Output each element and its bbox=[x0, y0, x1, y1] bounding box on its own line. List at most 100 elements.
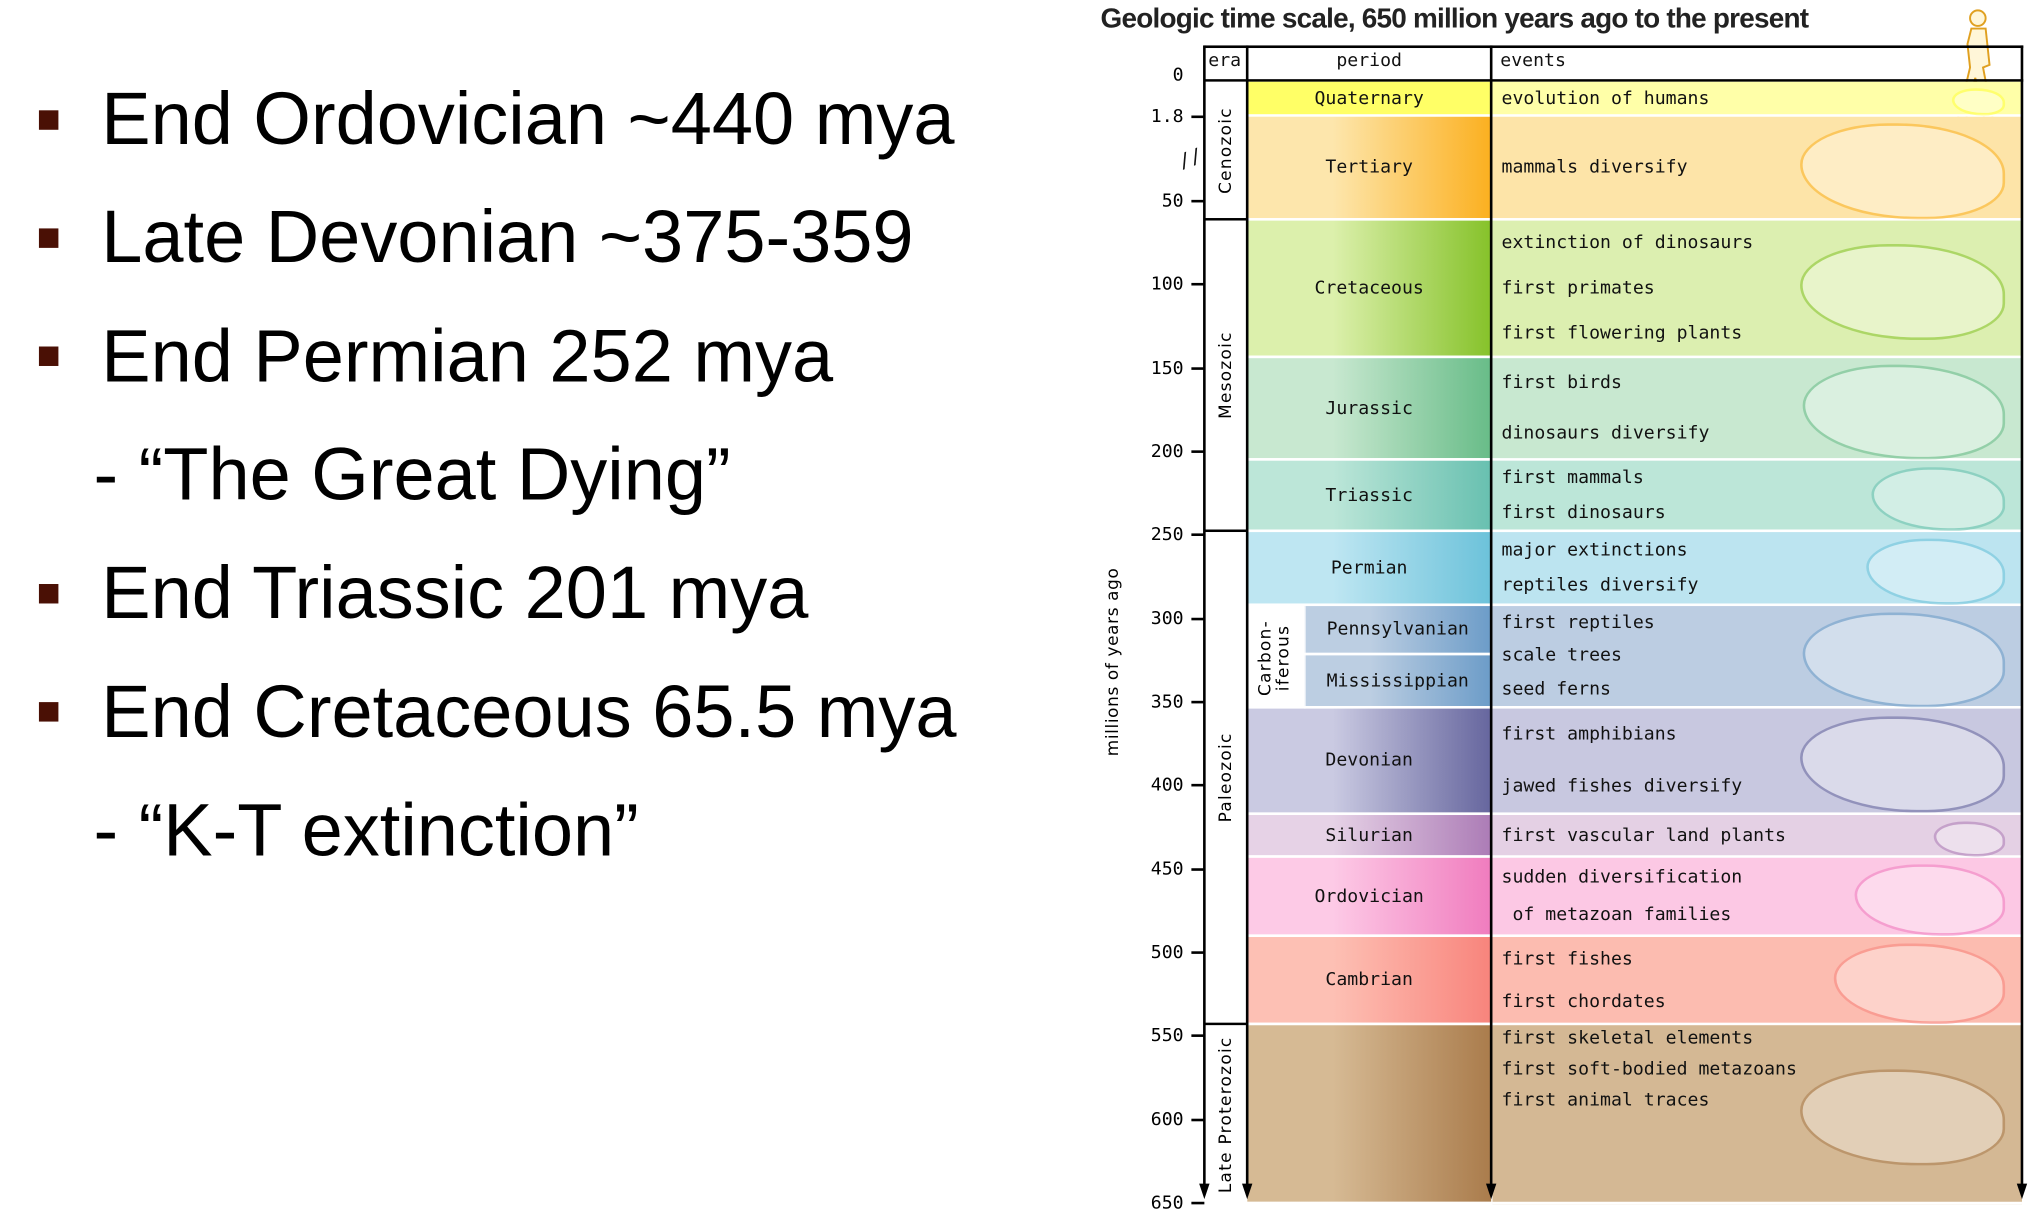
period-label: Silurian bbox=[1325, 824, 1413, 846]
event-text: first primates bbox=[1501, 277, 1655, 299]
axis-tick bbox=[1191, 1034, 1205, 1038]
event-text: first skeletal elements bbox=[1501, 1027, 1754, 1049]
period-silurian: Silurian bbox=[1247, 815, 1492, 858]
event-text: first animal traces bbox=[1501, 1090, 1710, 1111]
event-text: mammals diversify bbox=[1501, 157, 1688, 178]
event-text: evolution of humans bbox=[1501, 87, 1710, 109]
event-text: first soft-bodied metazoans bbox=[1501, 1059, 1797, 1080]
arrow-down-icon bbox=[1485, 1183, 1497, 1200]
period-label: Devonian bbox=[1325, 750, 1413, 771]
bullet-text: Late Devonian ~375-359 bbox=[101, 196, 914, 280]
tick-label: 200 bbox=[1150, 441, 1184, 462]
period-triassic: Triassic bbox=[1247, 460, 1492, 533]
event-text: first birds bbox=[1501, 372, 1622, 394]
axis-tick bbox=[1191, 366, 1205, 370]
period-pennsylvanian: Pennsylvanian bbox=[1304, 606, 1492, 656]
tick-label: 250 bbox=[1150, 524, 1184, 546]
bullet-item: End Permian 252 mya bbox=[0, 304, 833, 408]
period-label: Triassic bbox=[1325, 484, 1413, 506]
era-mesozoic: Mesozoic bbox=[1204, 220, 1248, 533]
event-text: major extinctions bbox=[1501, 539, 1688, 561]
era-label: Mesozoic bbox=[1216, 331, 1236, 419]
fossil-illustration-icon bbox=[1802, 364, 2006, 460]
event-text: first vascular land plants bbox=[1501, 824, 1786, 846]
period-ordovician: Ordovician bbox=[1247, 857, 1492, 938]
era-carboniferous: Carbon-iferous bbox=[1247, 606, 1306, 709]
axis-tick bbox=[1191, 700, 1205, 704]
fossil-illustration-icon bbox=[1834, 943, 2006, 1024]
period-label: Mississippian bbox=[1326, 670, 1469, 692]
tick-label: 650 bbox=[1150, 1192, 1184, 1214]
event-text: of metazoan families bbox=[1501, 904, 1732, 926]
axis-tick bbox=[1191, 450, 1205, 453]
axis-tick bbox=[1191, 867, 1205, 871]
events-cell: first vascular land plants bbox=[1492, 815, 2022, 858]
bullet-text: - “The Great Dying” bbox=[93, 433, 731, 517]
axis-tick bbox=[1191, 1201, 1205, 1205]
period-jurassic: Jurassic bbox=[1247, 358, 1492, 461]
bullet-item: Late Devonian ~375-359 bbox=[0, 186, 914, 290]
era-cenozoic: Cenozoic bbox=[1204, 81, 1248, 221]
header-events: events bbox=[1500, 50, 1566, 72]
fossil-illustration-icon bbox=[1871, 467, 2006, 531]
axis-tick bbox=[1191, 951, 1205, 954]
arrow-down-icon bbox=[2016, 1183, 2028, 1200]
divider bbox=[2020, 45, 2024, 1194]
bullet-square-icon bbox=[38, 228, 59, 248]
table-header bbox=[1204, 45, 2024, 82]
tick-label: 0 bbox=[1172, 64, 1184, 86]
era-label: Cenozoic bbox=[1216, 106, 1236, 194]
fossil-illustration-icon bbox=[1800, 243, 2006, 341]
period-label: Tertiary bbox=[1325, 157, 1413, 178]
fossil-illustration-icon bbox=[1854, 864, 2006, 936]
period-label: Permian bbox=[1330, 557, 1408, 579]
fossil-illustration-icon bbox=[1800, 716, 2006, 813]
fossil-illustration-icon bbox=[1802, 612, 2006, 708]
bullet-text: - “K-T extinction” bbox=[93, 788, 639, 872]
event-text: first mammals bbox=[1501, 467, 1644, 489]
event-text: first amphibians bbox=[1501, 724, 1677, 745]
tick-label: 450 bbox=[1150, 858, 1184, 880]
event-text: seed ferns bbox=[1501, 678, 1611, 700]
axis-tick bbox=[1191, 784, 1205, 787]
event-text: first reptiles bbox=[1501, 612, 1655, 634]
period-label: Jurassic bbox=[1325, 397, 1413, 419]
period-label: Pennsylvanian bbox=[1326, 619, 1469, 640]
tick-label: 600 bbox=[1150, 1109, 1184, 1130]
axis-tick bbox=[1191, 1118, 1205, 1121]
bullet-item: End Ordovician ~440 mya bbox=[0, 67, 954, 171]
axis-tick bbox=[1191, 199, 1205, 203]
bullet-square-icon bbox=[38, 346, 59, 367]
event-text: first fishes bbox=[1501, 948, 1633, 969]
period-tertiary: Tertiary bbox=[1247, 116, 1492, 221]
era-late-proterozoic: Late Proterozoic bbox=[1204, 1025, 1248, 1205]
axis-tick bbox=[1191, 283, 1205, 286]
period-late-proterozoic bbox=[1247, 1025, 1492, 1205]
carboniferous-label: Carbon-iferous bbox=[1256, 619, 1294, 696]
arrow-down-icon bbox=[1241, 1183, 1253, 1200]
sub-bullet-item: - “K-T extinction” bbox=[93, 778, 638, 882]
period-cambrian: Cambrian bbox=[1247, 937, 1492, 1026]
arrow-down-icon bbox=[1199, 1183, 1210, 1200]
period-label: Cambrian bbox=[1325, 969, 1413, 991]
era-paleozoic: Paleozoic bbox=[1204, 532, 1248, 1026]
tick-label: 50 bbox=[1161, 190, 1184, 212]
bullet-text: End Ordovician ~440 mya bbox=[101, 77, 955, 161]
period-cretaceous: Cretaceous bbox=[1247, 220, 1492, 359]
tick-label: 100 bbox=[1150, 274, 1184, 296]
tick-label: 500 bbox=[1150, 942, 1184, 963]
sub-bullet-item: - “The Great Dying” bbox=[93, 423, 730, 527]
event-text: extinction of dinosaurs bbox=[1501, 232, 1754, 254]
period-label: Cretaceous bbox=[1314, 277, 1424, 299]
events-cell: first skeletal elements first soft-bodied… bbox=[1492, 1025, 2022, 1205]
fossil-illustration-icon bbox=[1800, 123, 2006, 220]
period-label: Ordovician bbox=[1314, 885, 1424, 907]
axis-tick bbox=[1191, 115, 1205, 119]
fossil-illustration-icon bbox=[1934, 821, 2006, 857]
tick-label: 300 bbox=[1150, 608, 1184, 629]
tick-label: 400 bbox=[1150, 775, 1184, 796]
tick-label: 150 bbox=[1150, 357, 1184, 379]
bullet-square-icon bbox=[38, 109, 59, 130]
period-mississippian: Mississippian bbox=[1304, 655, 1492, 709]
bullet-text: End Triassic 201 mya bbox=[101, 551, 809, 635]
